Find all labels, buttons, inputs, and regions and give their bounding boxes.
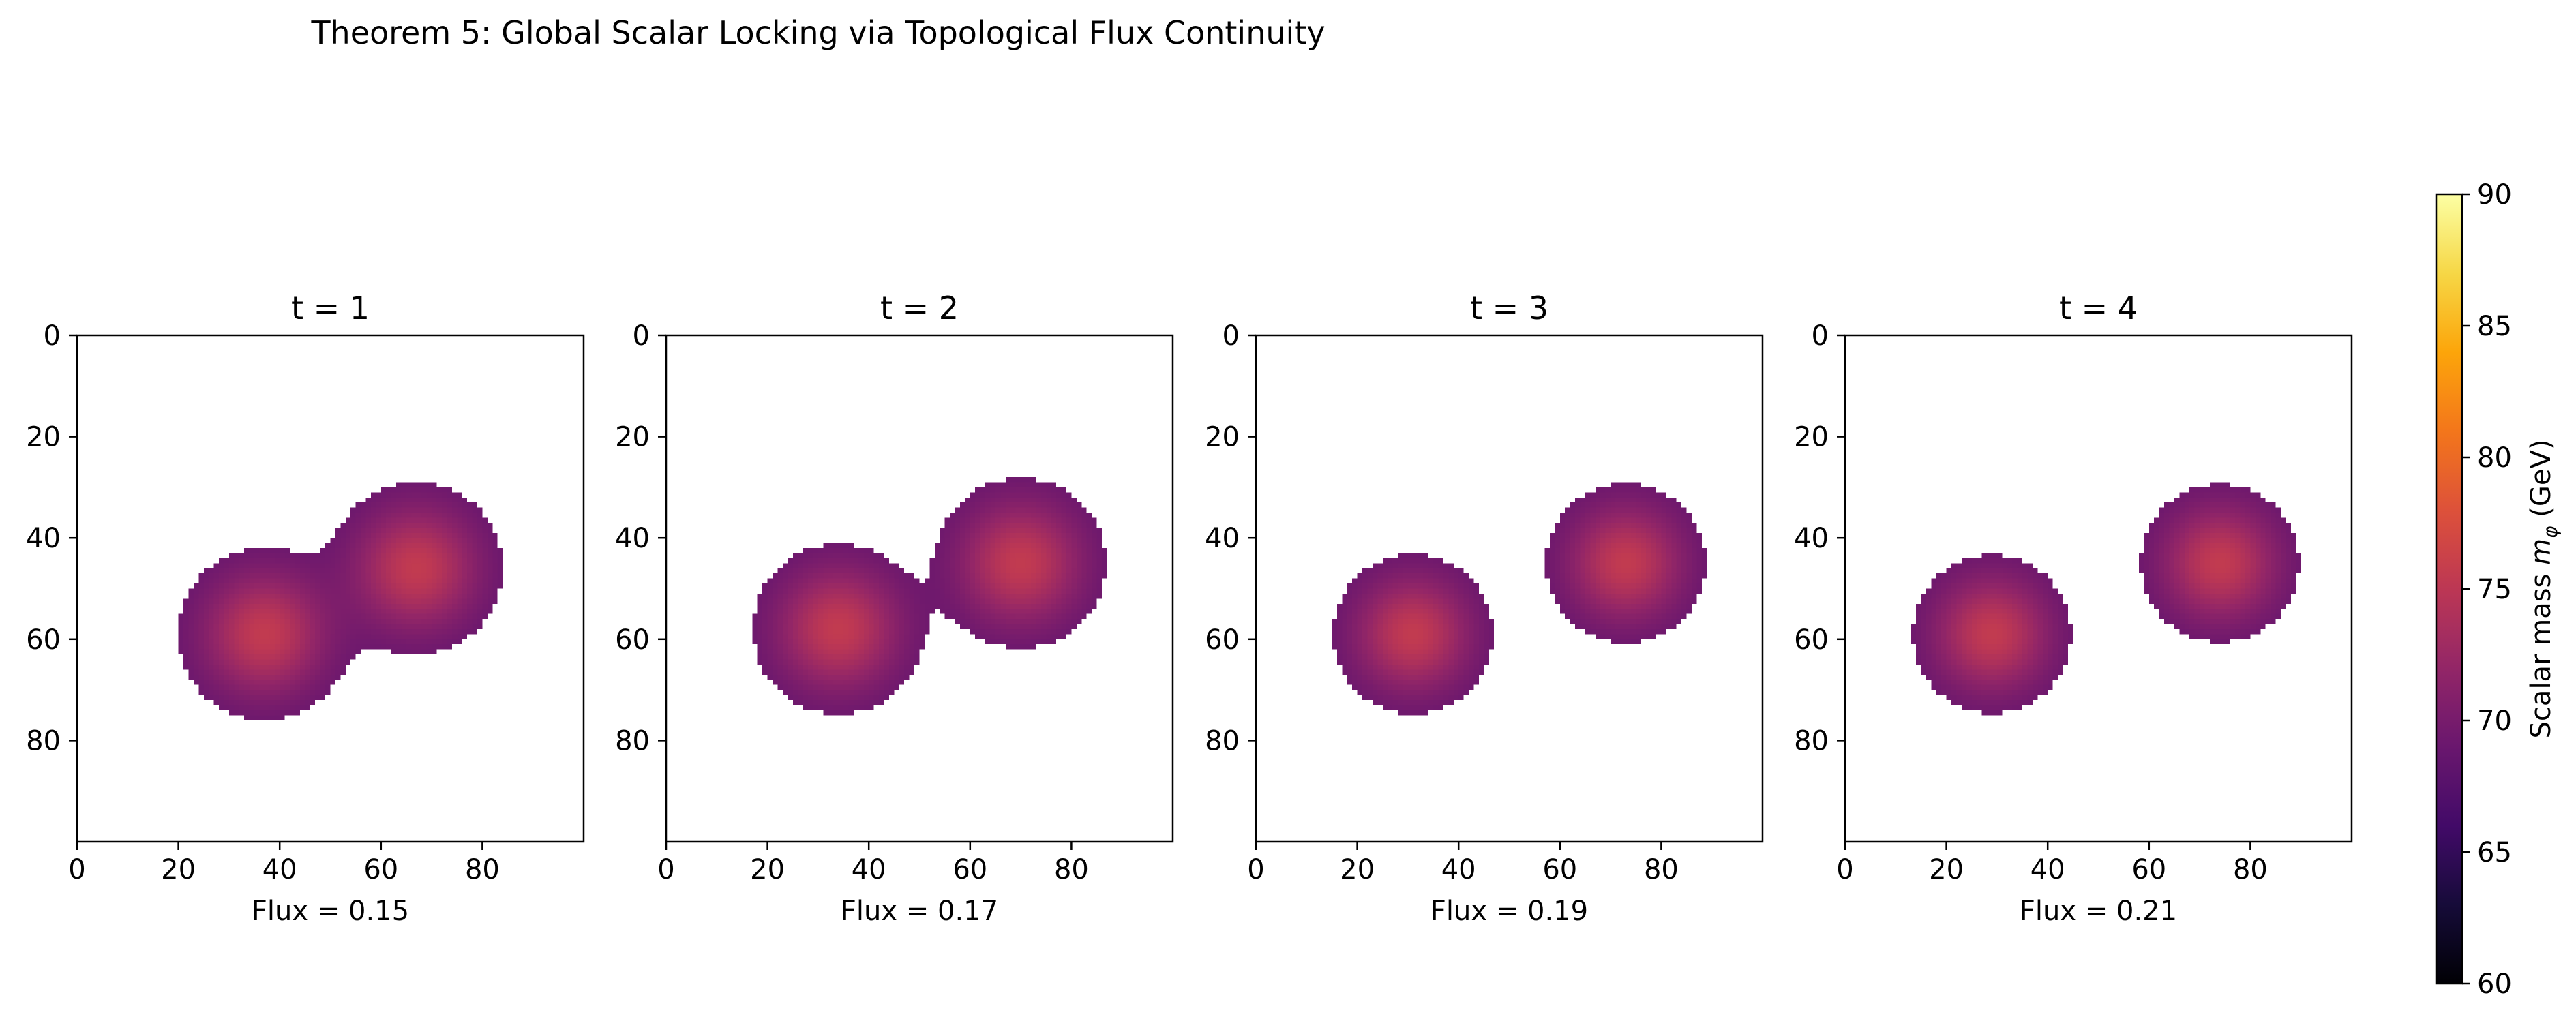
heatmap-image [1256,335,1763,842]
panel-xlabel: Flux = 0.15 [252,896,409,927]
y-tick-label: 40 [1794,523,1829,554]
y-tick-label: 0 [1223,320,1240,352]
heatmap-image [77,335,584,842]
y-tick-label: 60 [615,624,650,656]
y-tick-label: 80 [1794,725,1829,757]
y-tick-label: 80 [1205,725,1240,757]
axes-frame [665,334,1174,843]
x-tick-label: 20 [161,854,196,885]
x-tick-label: 0 [657,854,674,885]
x-tick-label: 20 [750,854,785,885]
heatmap-panels: t = 1 0 20 40 60 80 0 20 40 60 80 Flux = 0.15 t = 2 0… [26,290,2353,927]
axes-frame [76,334,585,843]
panel-title: t = 4 [2059,290,2138,326]
x-tick-label: 80 [1054,854,1089,885]
y-tick-label: 0 [633,320,650,352]
panel-title: t = 3 [1470,290,1548,326]
colorbar-label: Scalar mass mφ (GeV) [2526,440,2562,739]
y-tick-label: 0 [44,320,61,352]
colorbar-gradient [2435,193,2463,985]
y-tick-label: 20 [1205,422,1240,453]
colorbar-tick-label: 70 [2477,705,2512,737]
x-tick-label: 40 [2031,854,2065,885]
y-tick-label: 60 [1205,624,1240,656]
panel-xlabel: Flux = 0.19 [1431,896,1588,927]
panel-xlabel: Flux = 0.17 [841,896,998,927]
y-tick-label: 20 [1794,422,1829,453]
colorbar-tick-label: 75 [2477,574,2512,605]
y-tick-label: 80 [615,725,650,757]
x-tick-label: 40 [1441,854,1476,885]
panel-xlabel: Flux = 0.21 [2020,896,2177,927]
x-tick-label: 60 [2131,854,2166,885]
colorbar: 60 65 70 75 80 85 90 Scalar mass mφ (GeV) [2435,179,2562,1000]
x-tick-label: 60 [1542,854,1577,885]
heatmap-panel-1: t = 1 0 20 40 60 80 0 20 40 60 80 Flux = 0.15 [26,290,585,927]
x-tick-label: 0 [1247,854,1264,885]
x-tick-label: 0 [68,854,85,885]
colorbar-tick-label: 65 [2477,837,2512,868]
x-tick-label: 20 [1929,854,1964,885]
x-tick-label: 80 [1644,854,1679,885]
panel-title: t = 1 [291,290,370,326]
y-tick-label: 60 [1794,624,1829,656]
axes-frame [1255,334,1764,843]
y-tick-label: 0 [1812,320,1829,352]
x-tick-label: 60 [953,854,987,885]
colorbar-tick-label: 85 [2477,311,2512,342]
y-tick-label: 20 [615,422,650,453]
y-tick-label: 40 [1205,523,1240,554]
colorbar-tick-label: 60 [2477,969,2512,1000]
x-tick-label: 0 [1836,854,1853,885]
figure-title: Theorem 5: Global Scalar Locking via Top… [310,14,1325,51]
y-tick-label: 40 [615,523,650,554]
y-tick-label: 60 [26,624,61,656]
y-tick-label: 80 [26,725,61,757]
x-tick-label: 40 [852,854,886,885]
colorbar-tick-label: 80 [2477,442,2512,474]
x-tick-label: 80 [2233,854,2268,885]
heatmap-panel-3: t = 3 0 20 40 60 80 0 20 40 60 80 Flux = 0.19 [1205,290,1764,927]
x-tick-label: 80 [465,854,500,885]
heatmap-image [1845,335,2352,842]
colorbar-tick-label: 90 [2477,179,2512,211]
x-tick-label: 60 [363,854,398,885]
x-tick-label: 40 [263,854,297,885]
y-tick-label: 40 [26,523,61,554]
panel-title: t = 2 [880,290,959,326]
y-tick-label: 20 [26,422,61,453]
heatmap-image [666,335,1173,842]
heatmap-panel-4: t = 4 0 20 40 60 80 0 20 40 60 80 Flux = 0.21 [1794,290,2353,927]
x-tick-label: 20 [1340,854,1375,885]
axes-frame [1844,334,2353,843]
heatmap-panel-2: t = 2 0 20 40 60 80 0 20 40 60 80 Flux = 0.17 [615,290,1174,927]
